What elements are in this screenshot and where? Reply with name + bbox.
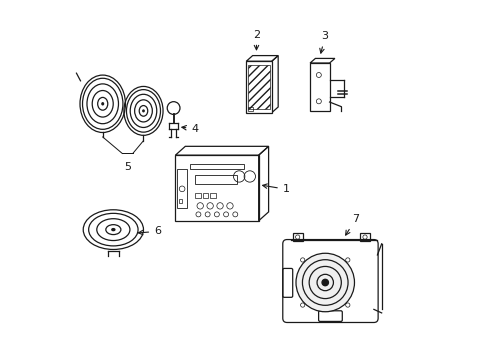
Ellipse shape [295,253,354,312]
Ellipse shape [322,279,328,286]
Bar [202,193,208,198]
Bar [247,107,252,111]
Bar [195,175,237,184]
Text: 3: 3 [319,31,328,53]
Text: 5: 5 [124,162,131,172]
Text: 4: 4 [182,123,198,134]
Bar [292,233,302,241]
Bar [246,61,271,113]
Text: 1: 1 [262,184,289,194]
Bar [247,65,269,109]
Bar [189,165,244,169]
Text: 2: 2 [252,30,260,50]
Bar [175,155,258,221]
Bar [179,199,182,203]
Text: 6: 6 [138,226,161,237]
Ellipse shape [112,229,115,231]
Ellipse shape [142,110,144,112]
Bar [195,193,200,198]
Bar [177,169,187,208]
Bar [359,233,369,241]
Text: 7: 7 [345,214,359,235]
Bar [210,193,216,198]
Ellipse shape [102,103,103,105]
Bar [309,63,329,111]
